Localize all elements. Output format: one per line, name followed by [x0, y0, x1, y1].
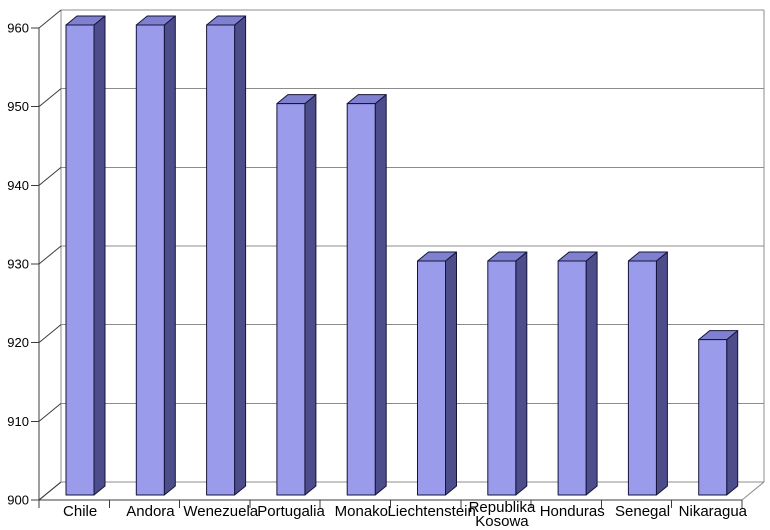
- y-tick-diagonal: [38, 88, 62, 108]
- y-tick-label: 930: [7, 257, 29, 272]
- y-tick-diagonal: [38, 9, 62, 29]
- bar-side-7: [585, 251, 598, 496]
- y-tick-diagonal: [38, 245, 62, 265]
- category-label: Portugalia: [257, 503, 325, 520]
- bar-side-2: [234, 15, 247, 496]
- bar-portugalia: [276, 103, 306, 496]
- category-label: Senegal: [615, 503, 670, 520]
- y-tick-label: 940: [7, 178, 29, 193]
- bar-republika-kosowa: [487, 260, 517, 496]
- category-label: Liechtenstein: [387, 503, 475, 520]
- category-label: Nikaragua: [679, 503, 748, 520]
- y-tick-label: 920: [7, 335, 29, 350]
- floor-right-diagonal: [741, 481, 765, 501]
- y-tick-label: 950: [7, 99, 29, 114]
- bar-nikaragua: [698, 339, 728, 496]
- y-tick-diagonal: [38, 324, 62, 344]
- bar-side-1: [163, 15, 176, 496]
- floor-left-diagonal: [38, 481, 62, 501]
- category-label: Monako: [335, 503, 388, 520]
- bar-side-9: [726, 330, 739, 496]
- y-tick-label: 910: [7, 414, 29, 429]
- y-tick-diagonal: [38, 402, 62, 422]
- category-label: Chile: [63, 503, 97, 520]
- bar-side-6: [515, 251, 528, 496]
- category-label: Wenezuela: [183, 503, 258, 520]
- bar-senegal: [627, 260, 657, 496]
- category-label: Andora: [126, 503, 175, 520]
- y-tick-diagonal: [38, 166, 62, 186]
- bar-side-3: [304, 94, 317, 496]
- category-label: Republika: [469, 499, 536, 516]
- bar-andora: [135, 24, 165, 496]
- bar-chile: [65, 24, 95, 496]
- bar-side-4: [374, 94, 387, 496]
- category-label: Kosowa: [475, 513, 529, 530]
- bar-monako: [346, 103, 376, 496]
- bar-wenezuela: [206, 24, 236, 496]
- category-label: Honduras: [540, 503, 605, 520]
- bar-liechtenstein: [417, 260, 446, 496]
- bar-side-0: [93, 15, 106, 496]
- bar-side-5: [445, 251, 457, 496]
- y-tick-label: 900: [7, 493, 29, 508]
- y-tick-label: 960: [7, 21, 29, 36]
- bar-honduras: [557, 260, 587, 496]
- bar-side-8: [655, 251, 668, 496]
